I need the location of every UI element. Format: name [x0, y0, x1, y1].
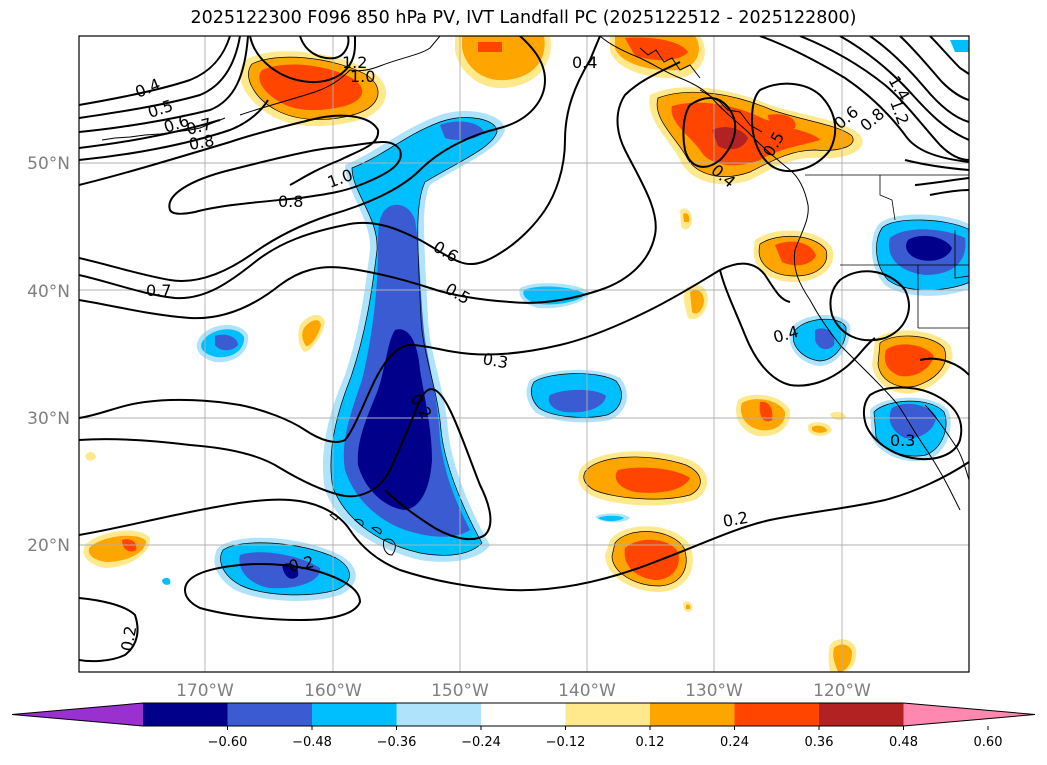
lat-label-30n: 30°N	[27, 409, 70, 429]
longitude-labels: 170°W 160°W 150°W 140°W 130°W 120°W	[176, 681, 871, 701]
lon-label-120w: 120°W	[813, 681, 871, 701]
colorbar-tick-label: −0.12	[546, 735, 586, 750]
graticule	[79, 36, 969, 672]
lon-label-170w: 170°W	[176, 681, 234, 701]
contour-label: 0.3	[890, 431, 915, 450]
colorbar-segment	[396, 703, 482, 726]
latitude-labels: 50°N 40°N 30°N 20°N	[27, 154, 70, 556]
colorbar-segment	[481, 703, 566, 726]
contour-label: 0.4	[572, 53, 597, 72]
colorbar-tick-label: 0.60	[974, 735, 1003, 750]
contour-label: 0.8	[187, 131, 215, 154]
lon-label-140w: 140°W	[558, 681, 616, 701]
colorbar: −0.60 −0.48 −0.36 −0.24 −0.12 0.12 0.24 0.36 0.4…	[11, 702, 1036, 750]
colorbar-tick-label: 0.12	[636, 735, 665, 750]
colorbar-segment	[734, 703, 820, 726]
lat-label-20n: 20°N	[27, 536, 70, 556]
shading-outlines	[220, 56, 969, 596]
colorbar-segment	[650, 703, 735, 726]
colorbar-segment	[312, 703, 397, 726]
colorbar-extend-min	[12, 703, 143, 726]
colorbar-segment	[819, 703, 904, 726]
lon-label-160w: 160°W	[304, 681, 362, 701]
negative-anomaly-shading	[162, 40, 969, 602]
contour-label: 0.3	[481, 349, 509, 372]
colorbar-tick-label: 0.48	[889, 735, 918, 750]
colorbar-tick-label: −0.48	[292, 735, 332, 750]
colorbar-tick-label: −0.36	[377, 735, 417, 750]
lat-label-50n: 50°N	[27, 154, 70, 174]
map-content: 0.4 0.5 0.6 0.7 0.8 1.0 1.2 0.8 0.7 0.6 …	[79, 36, 969, 672]
colorbar-tick-label: −0.24	[461, 735, 501, 750]
contour-label: 0.2	[287, 552, 316, 576]
colorbar-outline	[11, 702, 1036, 727]
contour-label: 0.2	[721, 508, 749, 531]
lat-label-40n: 40°N	[27, 282, 70, 302]
colorbar-segment	[565, 703, 651, 726]
map-frame	[78, 35, 970, 673]
colorbar-tick-label: 0.24	[720, 735, 749, 750]
colorbar-tick-label: 0.36	[805, 735, 834, 750]
contour-label: 0.8	[278, 192, 303, 211]
colorbar-extend-max	[903, 703, 1035, 726]
colorbar-segment	[227, 703, 313, 726]
pv-contours	[79, 36, 969, 663]
contour-label: 1.2	[342, 53, 367, 72]
political-borders	[805, 174, 969, 329]
contour-label: 0.2	[117, 624, 140, 652]
colorbar-tick-label: −0.60	[208, 735, 248, 750]
figure-title: 2025122300 F096 850 hPa PV, IVT Landfall…	[190, 8, 857, 28]
lon-label-150w: 150°W	[431, 681, 489, 701]
contour-label: 0.7	[146, 281, 171, 300]
lon-label-130w: 130°W	[685, 681, 743, 701]
contour-label: 1.0	[350, 67, 375, 86]
colorbar-segment	[143, 703, 228, 726]
